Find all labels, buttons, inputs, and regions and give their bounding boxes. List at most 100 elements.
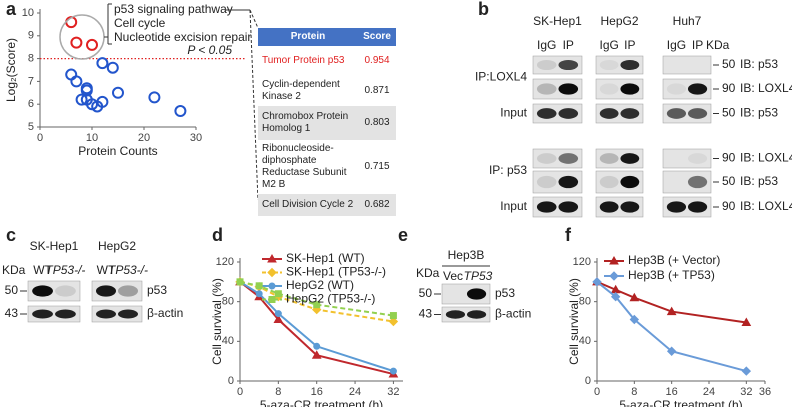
y-tick-label: 40 [579,335,591,347]
marker [267,253,277,263]
ib-label: IB: p53 [740,106,778,120]
blot-band [666,108,687,119]
table-cell: 0.715 [364,161,390,172]
point [80,82,93,95]
blot-band [55,309,76,319]
x-tick-label: 16 [311,386,323,398]
mw-label: 50 [722,174,736,188]
table-cell: Cell Division Cycle 2 [262,199,354,210]
x-tick-label: 8 [631,386,637,398]
table-cell: 0.954 [364,55,390,66]
blot-band [620,153,640,164]
blot [662,55,712,75]
point [96,57,109,70]
pathway-label: p53 signaling pathway [114,2,233,16]
blot-band [118,309,138,319]
table-cell: Tumor Protein p53 [262,55,345,66]
blot-label: p53 [147,283,167,297]
marker [609,271,619,281]
table-row: Cyclin-dependent Kinase 2 0.871 [258,76,396,106]
lane-label: WT [33,263,52,277]
table-cell: 0.682 [364,199,390,210]
blot-band [599,83,619,95]
blot-band [558,83,579,95]
mw-label: 50 [5,283,19,297]
blot-band [687,83,708,95]
blot-band [55,285,76,297]
cell-line-label: HepG2 [98,239,136,253]
cell-line-label: Hep3B [448,248,485,262]
blot-band [687,175,708,189]
y-tick-label: 0 [585,375,591,387]
score-table: Protein Score Tumor Protein p53 0.954 Cycl… [258,28,396,216]
blot-band [666,83,687,95]
group-label: Input [500,199,527,213]
ib-label: IB: p53 [740,174,778,188]
blot-label: p53 [495,286,515,300]
marker [666,346,677,356]
marker [236,278,244,286]
x-tick-label: 0 [237,386,243,398]
blot-band [620,59,640,71]
table-cell: Ribonucleoside-diphosphate Reductase Sub… [262,143,347,190]
lane-label: IgG [599,38,618,52]
marker [666,306,677,316]
point [70,36,83,49]
y-tick-label: 40 [222,335,234,347]
point [96,95,109,108]
ib-label: IB: p53 [740,57,778,71]
legend-label: Hep3B (+ TP53) [628,268,715,282]
x-tick-label: 24 [703,386,715,398]
highlight-ring [59,14,105,60]
lane-label: IP [692,38,703,52]
x-axis-title: Protein Counts [78,144,157,158]
marker [629,314,640,325]
x-axis-title: 5-aza-CR treatment (h) [619,398,742,407]
panel-letter: b [478,0,489,19]
x-tick-label: 24 [349,386,361,398]
mw-label: 43 [5,306,19,320]
blot-band [118,285,138,297]
legend-label: HepG2 (TP53-/-) [286,292,375,306]
marker [268,282,276,290]
y-axis-title: Log₂(Score) [4,38,18,102]
y-tick-label: 5 [28,121,34,133]
table-cell: Chromobox Protein Homolog 1 [262,111,349,134]
point [106,61,119,74]
mw-label: 50 [722,106,736,120]
y-tick-label: 80 [579,296,591,308]
panel-letter: f [565,225,572,245]
blot-band [620,175,640,189]
y-tick-label: 120 [216,256,234,268]
blot-band [620,83,640,95]
x-tick-label: 16 [666,386,678,398]
marker [610,292,621,302]
blot-band [687,108,708,119]
cell-line-label: Huh7 [673,14,702,28]
lane-label: TP53 [464,269,493,283]
blot-band [599,108,619,119]
x-tick-label: 32 [387,386,399,398]
ib-label: IB: LOXL4 [740,81,792,95]
panel-letter: c [6,225,16,245]
x-tick-label: 30 [190,132,202,144]
y-tick-label: 6 [28,98,34,110]
point [75,93,88,106]
blot-band [536,201,557,213]
blot-band [687,201,708,213]
series-line [596,281,747,373]
blot-band [445,310,466,319]
x-tick-label: 8 [275,386,281,398]
kda-label: KDa [416,266,440,280]
group-label: Input [500,106,527,120]
blot-band [558,108,579,119]
lane-label: Vec [443,269,463,283]
blot [662,148,712,169]
point [70,75,83,88]
group-label: IP:LOXL4 [475,70,527,84]
marker [311,350,322,359]
y-tick-label: 80 [222,296,234,308]
blot-band [558,175,579,189]
marker [389,312,397,320]
point [148,91,161,104]
